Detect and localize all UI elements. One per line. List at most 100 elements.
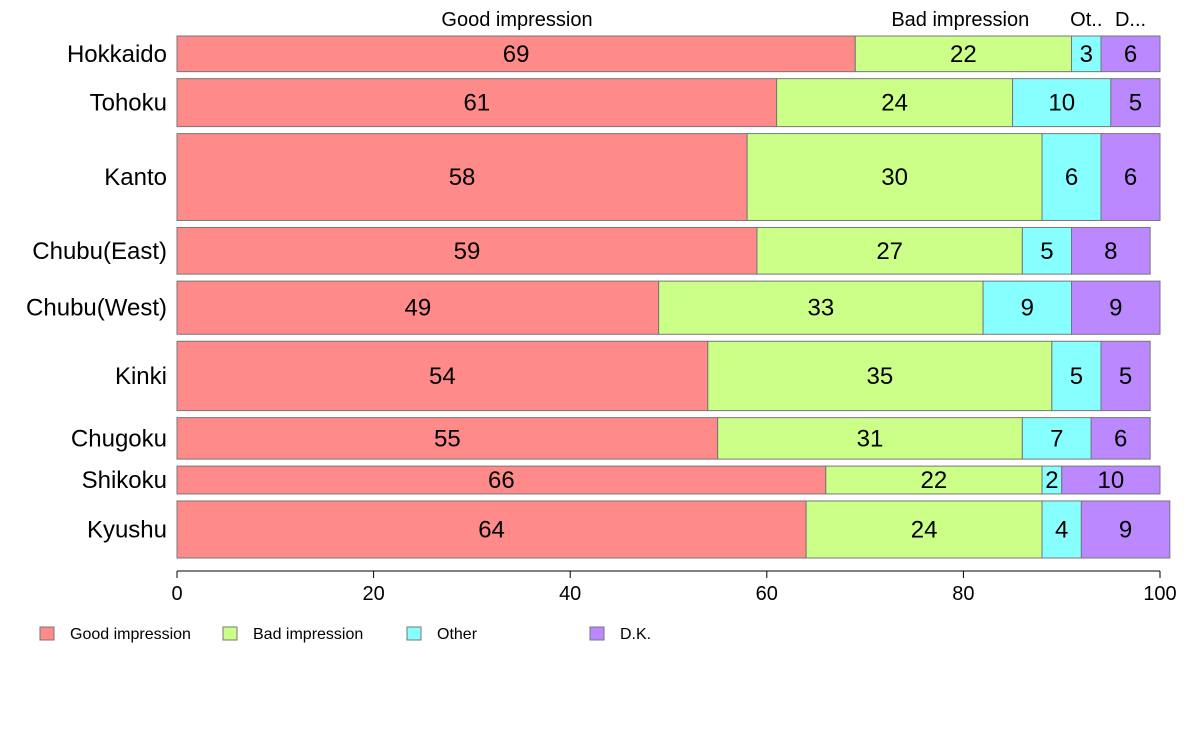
region-label: Chubu(East) xyxy=(32,238,167,265)
region-label: Hokkaido xyxy=(67,41,167,68)
x-tick-label: 80 xyxy=(952,583,974,605)
bar-segment xyxy=(1090,417,1151,460)
bar-segment xyxy=(982,280,1073,335)
data-label: 10 xyxy=(1048,90,1075,117)
legend-label: Good impression xyxy=(70,626,191,643)
data-label: 10 xyxy=(1097,467,1124,494)
bar-segment xyxy=(1012,78,1112,128)
data-label: 33 xyxy=(808,295,835,322)
data-label: 24 xyxy=(911,516,938,543)
data-label: 30 xyxy=(881,164,908,191)
legend-swatch xyxy=(589,626,605,641)
data-label: 59 xyxy=(454,238,481,265)
legend-item: Bad impression xyxy=(222,626,363,643)
data-label: 9 xyxy=(1021,295,1034,322)
bar-segment xyxy=(707,340,1053,412)
x-tick-label: 100 xyxy=(1143,583,1176,605)
data-label: 22 xyxy=(950,41,977,68)
legend-item: Other xyxy=(406,626,478,643)
bar-segment xyxy=(1110,78,1161,128)
data-label: 31 xyxy=(857,425,884,452)
data-label: 54 xyxy=(429,363,456,390)
bar-segment xyxy=(1100,35,1161,73)
data-label: 55 xyxy=(434,425,461,452)
x-tick-label: 20 xyxy=(362,583,384,605)
bar-segment xyxy=(854,35,1073,73)
region-label: Chugoku xyxy=(71,425,167,452)
data-label: 24 xyxy=(881,90,908,117)
bar-row: Chugoku 55 31 7 6 xyxy=(71,417,1151,460)
legend-swatch xyxy=(39,626,55,641)
data-label: 6 xyxy=(1065,164,1078,191)
legend-item: Good impression xyxy=(39,626,191,643)
x-tick-label: 60 xyxy=(756,583,778,605)
bar-row: Kanto 58 30 6 6 xyxy=(104,133,1161,221)
data-label: 27 xyxy=(876,238,903,265)
data-label: 5 xyxy=(1129,90,1142,117)
data-label: 22 xyxy=(921,467,948,494)
bar-row: Shikoku 66 22 2 10 xyxy=(82,465,1161,495)
bar-row: Chubu(East) 59 27 5 8 xyxy=(32,226,1151,275)
data-label: 2 xyxy=(1045,467,1058,494)
bar-row: Hokkaido 69 22 3 6 xyxy=(67,35,1161,73)
bar-segment xyxy=(1071,226,1151,275)
bar-row: Tohoku 61 24 10 5 xyxy=(90,78,1161,128)
data-label: 5 xyxy=(1119,363,1132,390)
legend-label: Other xyxy=(437,626,478,643)
bar-segment xyxy=(1100,340,1151,412)
bar-segment xyxy=(176,78,778,128)
bar-segment xyxy=(1071,280,1161,335)
data-label: 6 xyxy=(1124,164,1137,191)
region-label: Kinki xyxy=(115,363,167,390)
bar-segment xyxy=(756,226,1023,275)
legend-label: Bad impression xyxy=(253,626,363,643)
data-label: 4 xyxy=(1055,516,1068,543)
bar-segment xyxy=(1021,417,1092,460)
bar-segment xyxy=(1051,340,1102,412)
data-label: 9 xyxy=(1119,516,1132,543)
bar-segment xyxy=(176,280,660,335)
bar-segment xyxy=(176,133,748,221)
column-header: Bad impression xyxy=(891,9,1029,31)
column-header: Good impression xyxy=(441,9,592,31)
bar-segment xyxy=(176,465,827,495)
data-label: 3 xyxy=(1080,41,1093,68)
data-label: 49 xyxy=(404,295,431,322)
legend-swatch xyxy=(406,626,422,641)
bar-segment xyxy=(658,280,984,335)
bar-segment xyxy=(1061,465,1161,495)
bar-segment xyxy=(176,417,719,460)
data-label: 35 xyxy=(866,363,893,390)
data-label: 5 xyxy=(1040,238,1053,265)
column-header: D... xyxy=(1115,9,1146,31)
bar-segment xyxy=(805,500,1043,559)
data-label: 69 xyxy=(503,41,530,68)
legend-label: D.K. xyxy=(620,626,651,643)
bar-row: Kyushu 64 24 4 9 xyxy=(87,500,1171,559)
column-header: Ot.. xyxy=(1070,9,1102,31)
bar-row: Kinki 54 35 5 5 xyxy=(115,340,1151,412)
bar-segment xyxy=(746,133,1043,221)
bar-row: Chubu(West) 49 33 9 9 xyxy=(26,280,1161,335)
data-label: 58 xyxy=(449,164,476,191)
bar-segment xyxy=(776,78,1014,128)
bar-segment xyxy=(1071,35,1102,73)
data-label: 6 xyxy=(1124,41,1137,68)
bar-segment xyxy=(1080,500,1171,559)
bar-segment xyxy=(1100,133,1161,221)
bar-segment xyxy=(176,226,758,275)
data-label: 64 xyxy=(478,516,505,543)
data-label: 5 xyxy=(1070,363,1083,390)
x-tick-label: 0 xyxy=(171,583,182,605)
region-label: Chubu(West) xyxy=(26,295,167,322)
data-label: 66 xyxy=(488,467,515,494)
data-label: 8 xyxy=(1104,238,1117,265)
data-label: 6 xyxy=(1114,425,1127,452)
bar-segment xyxy=(176,35,856,73)
region-label: Kanto xyxy=(104,164,167,191)
data-label: 61 xyxy=(463,90,490,117)
region-label: Shikoku xyxy=(82,467,167,494)
legend-item: D.K. xyxy=(589,626,651,643)
data-label: 9 xyxy=(1109,295,1122,322)
